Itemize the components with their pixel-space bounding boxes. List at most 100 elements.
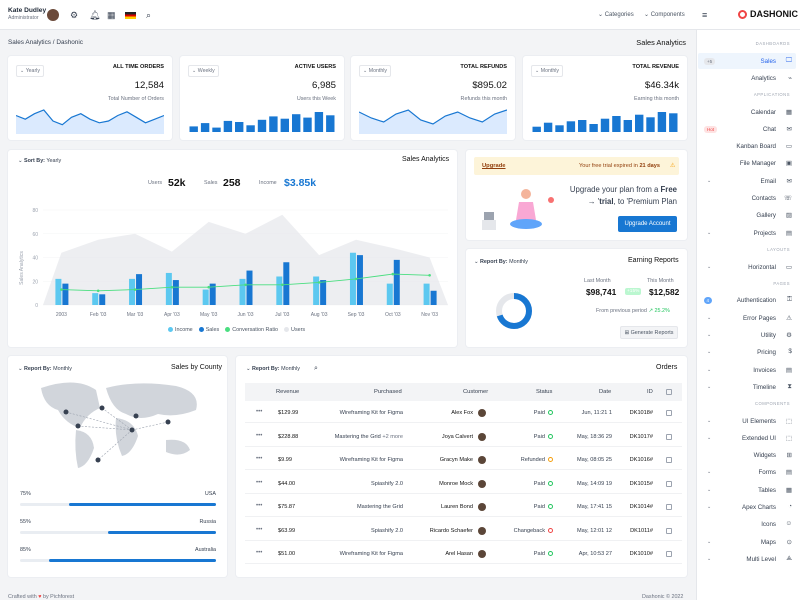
- legend-item[interactable]: Sales: [198, 327, 219, 333]
- sidebar-item-authentication[interactable]: Authentication: [736, 297, 776, 304]
- order-id[interactable]: DK1017#: [629, 433, 653, 440]
- chevron-down-icon[interactable]: ⌄: [707, 504, 712, 510]
- row-checkbox[interactable]: [666, 410, 672, 416]
- gear-icon[interactable]: ⚙: [70, 10, 79, 20]
- search-icon[interactable]: ⌕: [146, 10, 152, 20]
- chevron-down-icon[interactable]: ⌄: [707, 178, 712, 184]
- sidebar-item-icons[interactable]: Icons: [761, 521, 776, 528]
- sidebar-item-gallery[interactable]: Gallery: [756, 212, 776, 219]
- row-checkbox[interactable]: [666, 527, 672, 534]
- sidebar-item-forms[interactable]: Forms: [758, 469, 776, 476]
- flag-icon[interactable]: [125, 12, 136, 19]
- orders-search-icon[interactable]: ⌕: [314, 365, 318, 372]
- sidebar-item-widgets[interactable]: Widgets: [753, 452, 776, 459]
- order-id[interactable]: DK1015#: [629, 480, 653, 487]
- period-dropdown[interactable]: ⌄ Weekly: [188, 65, 219, 77]
- column-header-purchased[interactable]: Purchased: [374, 389, 402, 395]
- sidebar-item-invoices[interactable]: Invoices: [753, 367, 776, 374]
- user-avatar[interactable]: [47, 9, 59, 21]
- row-actions-icon[interactable]: •••: [256, 432, 263, 439]
- breadcrumb-parent[interactable]: Sales Analytics: [8, 39, 51, 46]
- sidebar-item-contacts[interactable]: Contacts: [751, 195, 776, 202]
- categories-menu[interactable]: ⌄ Categories: [598, 12, 634, 18]
- row-actions-icon[interactable]: •••: [256, 479, 263, 486]
- row-actions-icon[interactable]: •••: [256, 550, 263, 556]
- period-dropdown[interactable]: ⌄ Yearly: [16, 65, 44, 77]
- sort-dropdown[interactable]: ⌄ Sort By: Yearly: [18, 158, 62, 164]
- order-more[interactable]: +2 more: [380, 433, 403, 440]
- upgrade-account-button[interactable]: Upgrade Account: [618, 216, 677, 232]
- sidebar-item-horizontal[interactable]: Horizontal: [748, 264, 776, 271]
- user-info[interactable]: Kate Dudley Administrator: [8, 7, 46, 21]
- order-id[interactable]: DK1018#: [629, 410, 653, 416]
- sidebar-item-calendar[interactable]: Calendar: [750, 109, 776, 116]
- sidebar-item-apex-charts[interactable]: Apex Charts: [741, 504, 776, 511]
- column-header-id[interactable]: ID: [647, 389, 653, 395]
- chevron-down-icon[interactable]: ⌄: [707, 418, 712, 424]
- row-checkbox[interactable]: [666, 551, 672, 557]
- legend-item[interactable]: Conversation Ratio: [225, 327, 278, 333]
- customer-name[interactable]: Monroe Mock: [439, 480, 473, 487]
- stat-card[interactable]: ⌄ Yearly ALL TIME ORDERS 12,584 Total Numbe…: [8, 56, 172, 140]
- row-checkbox[interactable]: [666, 504, 672, 510]
- order-id[interactable]: DK1010#: [629, 551, 653, 557]
- chevron-down-icon[interactable]: ⌄: [707, 487, 712, 493]
- customer-name[interactable]: Ricardo Schaefer: [429, 527, 473, 534]
- brand-logo[interactable]: DASHONIC: [750, 9, 799, 19]
- row-actions-icon[interactable]: •••: [256, 503, 263, 509]
- bell-icon[interactable]: 🔔︎: [89, 10, 101, 20]
- chevron-down-icon[interactable]: ⌄: [707, 539, 712, 545]
- sidebar-item-pricing[interactable]: Pricing: [757, 349, 776, 356]
- upgrade-link[interactable]: Upgrade: [482, 163, 506, 169]
- customer-name[interactable]: Arel Hasan: [445, 551, 473, 557]
- sidebar-item-email[interactable]: Email: [760, 178, 776, 185]
- sidebar-item-error-pages[interactable]: Error Pages: [742, 315, 776, 322]
- stat-card[interactable]: ⌄ Monthly TOTAL REFUNDS $895.02 Refunds thi…: [351, 56, 515, 140]
- generate-reports-button[interactable]: ⊞ Generate Reports: [620, 326, 678, 339]
- column-header-customer[interactable]: Customer: [463, 389, 489, 395]
- row-checkbox[interactable]: [666, 480, 672, 487]
- sidebar-item-chat[interactable]: Chat: [762, 126, 776, 133]
- row-checkbox[interactable]: [666, 433, 672, 440]
- order-id[interactable]: DK1014#: [629, 504, 653, 510]
- customer-name[interactable]: Lauren Bond: [440, 504, 473, 510]
- sidebar-item-kanban-board[interactable]: Kanban Board: [736, 143, 776, 150]
- stat-card[interactable]: ⌄ Monthly TOTAL REVENUE $46.34k Earning thi…: [523, 56, 687, 140]
- select-all-checkbox[interactable]: [666, 389, 672, 395]
- period-dropdown[interactable]: ⌄ Monthly: [531, 65, 563, 77]
- row-actions-icon[interactable]: •••: [256, 526, 263, 533]
- column-header-revenue[interactable]: Revenue: [276, 389, 300, 395]
- chevron-down-icon[interactable]: ⌄: [707, 264, 712, 270]
- sidebar-item-file-manager[interactable]: File Manager: [739, 160, 776, 167]
- customer-name[interactable]: Gracyn Make: [439, 457, 473, 463]
- row-actions-icon[interactable]: •••: [256, 409, 263, 415]
- chevron-down-icon[interactable]: ⌄: [707, 367, 712, 373]
- row-checkbox[interactable]: [666, 457, 672, 463]
- chevron-down-icon[interactable]: ⌄: [707, 332, 712, 338]
- sidebar-item-projects[interactable]: Projects: [753, 230, 776, 237]
- earning-report-dropdown[interactable]: ⌄ Report By: Monthly: [474, 259, 528, 265]
- county-report-dropdown[interactable]: ⌄ Report By: Monthly: [18, 366, 72, 372]
- sidebar-item-ui-elements[interactable]: UI Elements: [742, 418, 776, 425]
- stat-card[interactable]: ⌄ Weekly ACTIVE USERS 6,985 Users this Week: [180, 56, 344, 140]
- chevron-down-icon[interactable]: ⌄: [707, 230, 712, 236]
- order-id[interactable]: DK1011#: [630, 527, 653, 534]
- chevron-down-icon[interactable]: ⌄: [707, 384, 712, 390]
- chevron-down-icon[interactable]: ⌄: [707, 469, 712, 475]
- customer-name[interactable]: Alex Fox: [451, 410, 473, 416]
- components-menu[interactable]: ⌄ Components: [644, 12, 685, 18]
- chevron-down-icon[interactable]: ⌄: [707, 435, 712, 441]
- orders-report-dropdown[interactable]: ⌄ Report By: Monthly: [246, 366, 300, 372]
- row-actions-icon[interactable]: •••: [256, 456, 263, 462]
- sidebar-item-analytics[interactable]: Analytics: [751, 75, 776, 82]
- customer-name[interactable]: Joya Calvert: [441, 433, 473, 440]
- chevron-down-icon[interactable]: ⌄: [707, 349, 712, 355]
- grid-icon[interactable]: ▦: [107, 10, 116, 20]
- hamburger-icon[interactable]: ≡: [702, 10, 708, 20]
- column-header-date[interactable]: Date: [599, 389, 612, 395]
- chevron-down-icon[interactable]: ⌄: [707, 315, 712, 321]
- order-id[interactable]: DK1016#: [629, 457, 653, 463]
- sidebar-item-extended-ui[interactable]: Extended UI: [741, 435, 776, 442]
- chevron-down-icon[interactable]: ⌄: [707, 556, 712, 562]
- legend-item[interactable]: Users: [284, 327, 305, 333]
